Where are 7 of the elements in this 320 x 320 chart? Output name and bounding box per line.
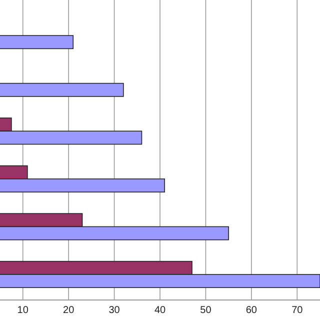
x-tick-label: 70 [292,305,304,316]
x-tick-label: 10 [17,305,29,316]
x-tick-label: 50 [200,305,212,316]
x-tick-label: 40 [154,305,166,316]
x-tick-label: 60 [246,305,258,316]
x-tick-label: 30 [108,305,120,316]
x-tick-label: 20 [63,305,75,316]
